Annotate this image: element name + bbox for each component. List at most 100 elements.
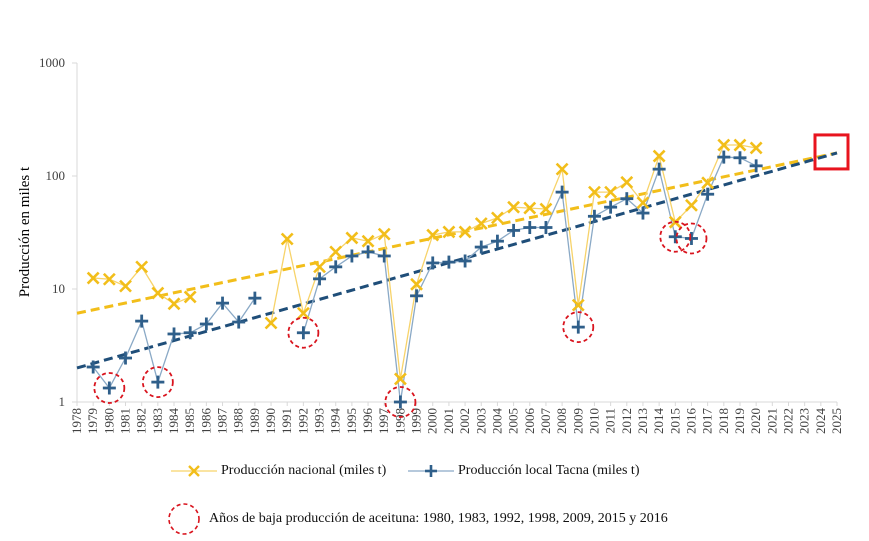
- marker-tacna: [701, 187, 715, 201]
- marker-tacna: [361, 245, 375, 259]
- x-tick-label: 1980: [101, 408, 116, 434]
- marker-national: [329, 245, 343, 259]
- x-tick-label: 1978: [69, 408, 84, 434]
- marker-national: [652, 149, 666, 163]
- legend-marker-national-icon: [171, 465, 217, 477]
- marker-tacna: [86, 360, 100, 374]
- marker-tacna: [232, 315, 246, 329]
- low-year-circle: [384, 386, 417, 418]
- marker-national: [119, 279, 132, 293]
- x-tick-label: 1983: [150, 408, 165, 434]
- x-tick-label: 2010: [586, 408, 601, 434]
- marker-tacna: [216, 296, 230, 310]
- marker-national: [555, 162, 569, 176]
- highlight-rect: [813, 133, 850, 171]
- y-tick-label: 100: [46, 168, 66, 183]
- x-tick-label: 1997: [376, 408, 391, 435]
- x-tick-label: 1985: [182, 408, 197, 434]
- marker-national: [345, 231, 359, 245]
- series-line: [93, 265, 191, 305]
- marker-tacna: [749, 159, 763, 173]
- y-tick-label: 10: [52, 281, 65, 296]
- series-markers: [86, 138, 763, 409]
- x-tick-label: 2018: [716, 408, 731, 434]
- low-year-circle: [93, 372, 126, 404]
- x-tick-label: 1990: [263, 408, 278, 434]
- marker-tacna: [604, 200, 618, 214]
- x-tick-label: 2015: [667, 408, 682, 434]
- trendline: [76, 151, 838, 315]
- x-tick-label: 2024: [813, 408, 828, 435]
- marker-national: [296, 306, 310, 320]
- marker-national: [183, 290, 197, 304]
- marker-tacna: [183, 326, 197, 340]
- x-tick-label: 1986: [198, 408, 213, 435]
- marker-tacna: [733, 151, 747, 165]
- x-tick-label: 1987: [215, 408, 230, 435]
- marker-tacna: [151, 375, 165, 389]
- low-year-circle: [287, 316, 320, 349]
- x-tick-label: 2008: [554, 408, 569, 434]
- marker-national: [458, 225, 472, 239]
- marker-national: [620, 175, 634, 189]
- marker-national: [685, 198, 698, 212]
- x-tick-label: 2014: [651, 408, 666, 435]
- x-tick-label: 2017: [700, 408, 715, 435]
- legend-label-tacna: Producción local Tacna (miles t): [458, 463, 640, 478]
- legend-item-tacna: Producción local Tacna (miles t): [408, 463, 639, 479]
- marker-national: [426, 228, 440, 242]
- marker-national: [410, 277, 423, 291]
- marker-national: [539, 202, 553, 216]
- y-axis-title: Producción en miles t: [17, 166, 33, 297]
- marker-national: [491, 211, 504, 225]
- marker-tacna: [490, 234, 504, 248]
- x-tick-label: 2019: [732, 408, 747, 434]
- marker-national: [733, 138, 747, 152]
- marker-tacna: [523, 221, 537, 235]
- marker-national: [377, 227, 391, 241]
- legend-label-national: Producción nacional (miles t): [221, 463, 387, 478]
- marker-tacna: [587, 209, 601, 223]
- series-lines: [92, 144, 757, 403]
- marker-tacna: [345, 249, 359, 263]
- x-tick-label: 2003: [473, 408, 488, 434]
- x-tick-label: 2013: [635, 408, 650, 434]
- marker-national: [701, 176, 715, 190]
- marker-tacna: [636, 206, 650, 220]
- marker-tacna: [167, 327, 181, 341]
- y-tick-label: 1: [59, 394, 66, 409]
- marker-national: [86, 271, 100, 285]
- marker-tacna: [426, 256, 440, 270]
- x-tick-label: 1984: [166, 408, 181, 435]
- marker-tacna: [684, 231, 698, 245]
- marker-tacna: [652, 162, 666, 176]
- marker-tacna: [410, 289, 424, 303]
- marker-tacna: [119, 351, 133, 365]
- y-tick-label: 1000: [39, 55, 65, 70]
- legend-label-low-years: Años de baja producción de aceituna: 198…: [209, 511, 668, 526]
- marker-tacna: [296, 326, 310, 340]
- x-tick-label: 2005: [506, 408, 521, 434]
- marker-national: [151, 286, 165, 300]
- marker-tacna: [102, 381, 116, 395]
- x-tick-label: 1998: [392, 408, 407, 434]
- marker-national: [361, 234, 375, 248]
- x-tick-label: 1995: [344, 408, 359, 434]
- marker-national: [313, 260, 326, 274]
- marker-tacna: [377, 249, 391, 263]
- low-year-circles: [93, 220, 708, 418]
- marker-national: [604, 185, 618, 199]
- marker-tacna: [555, 185, 569, 199]
- marker-national: [588, 185, 601, 199]
- marker-tacna: [199, 317, 213, 331]
- marker-tacna: [474, 240, 488, 254]
- marker-national: [167, 297, 181, 311]
- low-year-circle: [141, 366, 174, 399]
- x-tick-label: 2021: [764, 408, 779, 434]
- marker-tacna: [717, 150, 731, 164]
- marker-national: [523, 201, 537, 215]
- x-tick-label: 1996: [360, 408, 375, 435]
- marker-national: [636, 196, 650, 210]
